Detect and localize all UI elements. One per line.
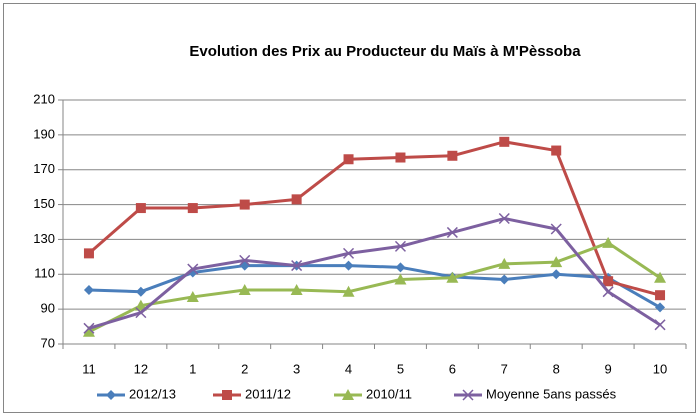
marker: [291, 260, 303, 272]
marker: [135, 307, 147, 319]
marker: [551, 145, 562, 156]
y-tick-label: 150: [33, 196, 55, 211]
legend-label: 2010/11: [366, 386, 412, 401]
x-tick-label: 4: [345, 361, 352, 376]
marker: [498, 212, 510, 225]
marker: [83, 248, 94, 259]
marker: [239, 254, 251, 266]
marker: [550, 223, 562, 235]
marker: [394, 240, 406, 252]
marker: [343, 260, 354, 271]
marker: [655, 302, 666, 313]
marker: [239, 199, 250, 210]
marker: [187, 263, 199, 275]
marker: [82, 325, 95, 337]
marker: [446, 271, 459, 283]
marker: [343, 154, 354, 165]
x-tick-label: 8: [553, 361, 560, 376]
marker: [222, 390, 232, 400]
marker: [290, 283, 303, 295]
y-tick-label: 110: [34, 266, 55, 281]
marker: [655, 290, 666, 301]
marker: [135, 203, 146, 214]
marker: [83, 284, 94, 295]
marker: [106, 390, 116, 400]
marker: [602, 236, 615, 248]
x-tick-label: 5: [397, 361, 404, 376]
marker: [462, 389, 474, 401]
y-tick-label: 130: [33, 231, 55, 246]
marker: [447, 150, 458, 161]
y-tick-label: 70: [41, 335, 55, 350]
marker: [446, 226, 458, 238]
x-tick-label: 10: [653, 361, 667, 376]
y-tick-label: 190: [33, 126, 55, 141]
marker: [186, 290, 199, 302]
x-tick-label: 12: [134, 361, 148, 376]
marker: [603, 276, 614, 287]
x-tick-label: 6: [449, 361, 456, 376]
marker: [394, 273, 407, 285]
legend-label: 2012/13: [129, 386, 176, 401]
x-tick-label: 7: [501, 361, 508, 376]
marker: [134, 299, 147, 311]
legend-label: Moyenne 5ans passés: [486, 386, 617, 401]
x-tick-label: 2: [241, 361, 248, 376]
marker: [342, 389, 354, 400]
x-tick-label: 1: [189, 361, 196, 376]
chart-border: [3, 3, 696, 413]
chart-title: Evolution des Prix au Producteur du Maïs…: [189, 43, 581, 60]
marker: [238, 283, 251, 295]
marker: [550, 256, 563, 268]
y-tick-label: 170: [33, 161, 55, 176]
x-tick-label: 11: [82, 361, 96, 376]
marker: [551, 269, 562, 280]
marker: [395, 262, 406, 273]
marker: [654, 271, 667, 283]
marker: [395, 152, 406, 163]
marker: [342, 285, 355, 297]
marker: [498, 257, 511, 269]
marker: [654, 319, 666, 331]
marker: [135, 286, 146, 297]
y-tick-label: 90: [41, 301, 55, 316]
marker: [602, 286, 614, 298]
legend-label: 2011/12: [245, 386, 291, 401]
y-tick-label: 210: [33, 91, 55, 106]
x-tick-label: 9: [605, 361, 612, 376]
series-line: [87, 140, 661, 297]
marker: [187, 203, 198, 214]
marker: [343, 247, 355, 259]
marker: [83, 322, 95, 334]
series-line: [88, 217, 661, 330]
marker: [291, 194, 302, 205]
marker: [499, 136, 510, 147]
series-line: [88, 241, 661, 334]
x-tick-label: 3: [293, 361, 300, 376]
marker: [499, 274, 510, 285]
